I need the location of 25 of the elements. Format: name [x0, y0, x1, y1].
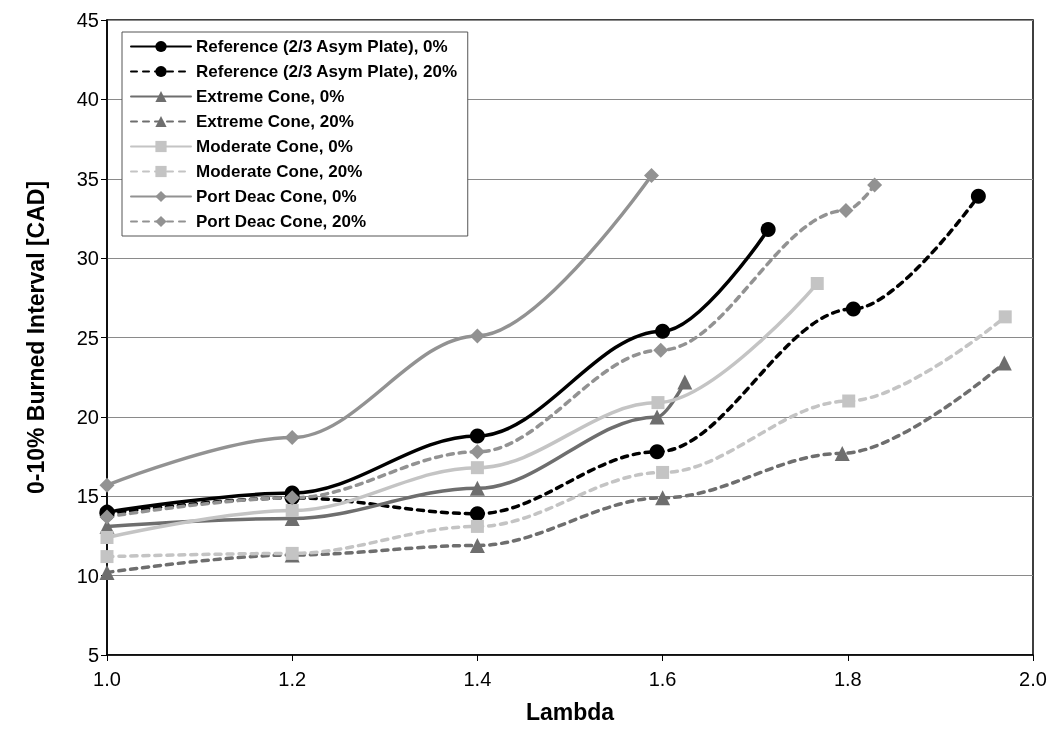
legend-label: Extreme Cone, 20% — [196, 112, 354, 131]
y-axis-title: 0-10% Burned Interval [CAD] — [22, 180, 49, 495]
legend-label: Reference (2/3 Asym Plate), 20% — [196, 62, 458, 81]
legend-label: Port Deac Cone, 20% — [196, 212, 367, 231]
x-tick-label: 2.0 — [1019, 668, 1047, 690]
x-tick-label: 1.8 — [833, 668, 862, 690]
legend-label: Extreme Cone, 0% — [196, 87, 345, 106]
x-tick-label: 1.0 — [93, 668, 121, 690]
legend-label: Port Deac Cone, 0% — [196, 187, 357, 206]
y-tick-label: 35 — [76, 167, 99, 190]
legend-label: Reference (2/3 Asym Plate), 0% — [196, 37, 448, 56]
y-tick-label: 45 — [76, 9, 99, 31]
y-tick-label: 10 — [76, 564, 99, 587]
y-tick-label: 5 — [87, 644, 99, 666]
y-tick-label: 40 — [76, 88, 99, 111]
y-tick-label: 25 — [76, 326, 99, 349]
y-tick-label: 30 — [76, 247, 99, 270]
x-axis-title: Lambda — [525, 698, 615, 725]
legend-label: Moderate Cone, 0% — [196, 137, 353, 156]
y-tick-label: 20 — [76, 405, 99, 428]
y-tick-label: 15 — [76, 485, 99, 508]
x-tick-label: 1.6 — [648, 668, 677, 690]
legend-label: Moderate Cone, 20% — [196, 162, 363, 181]
x-tick-label: 1.4 — [463, 668, 492, 690]
x-tick-label: 1.2 — [278, 668, 307, 690]
